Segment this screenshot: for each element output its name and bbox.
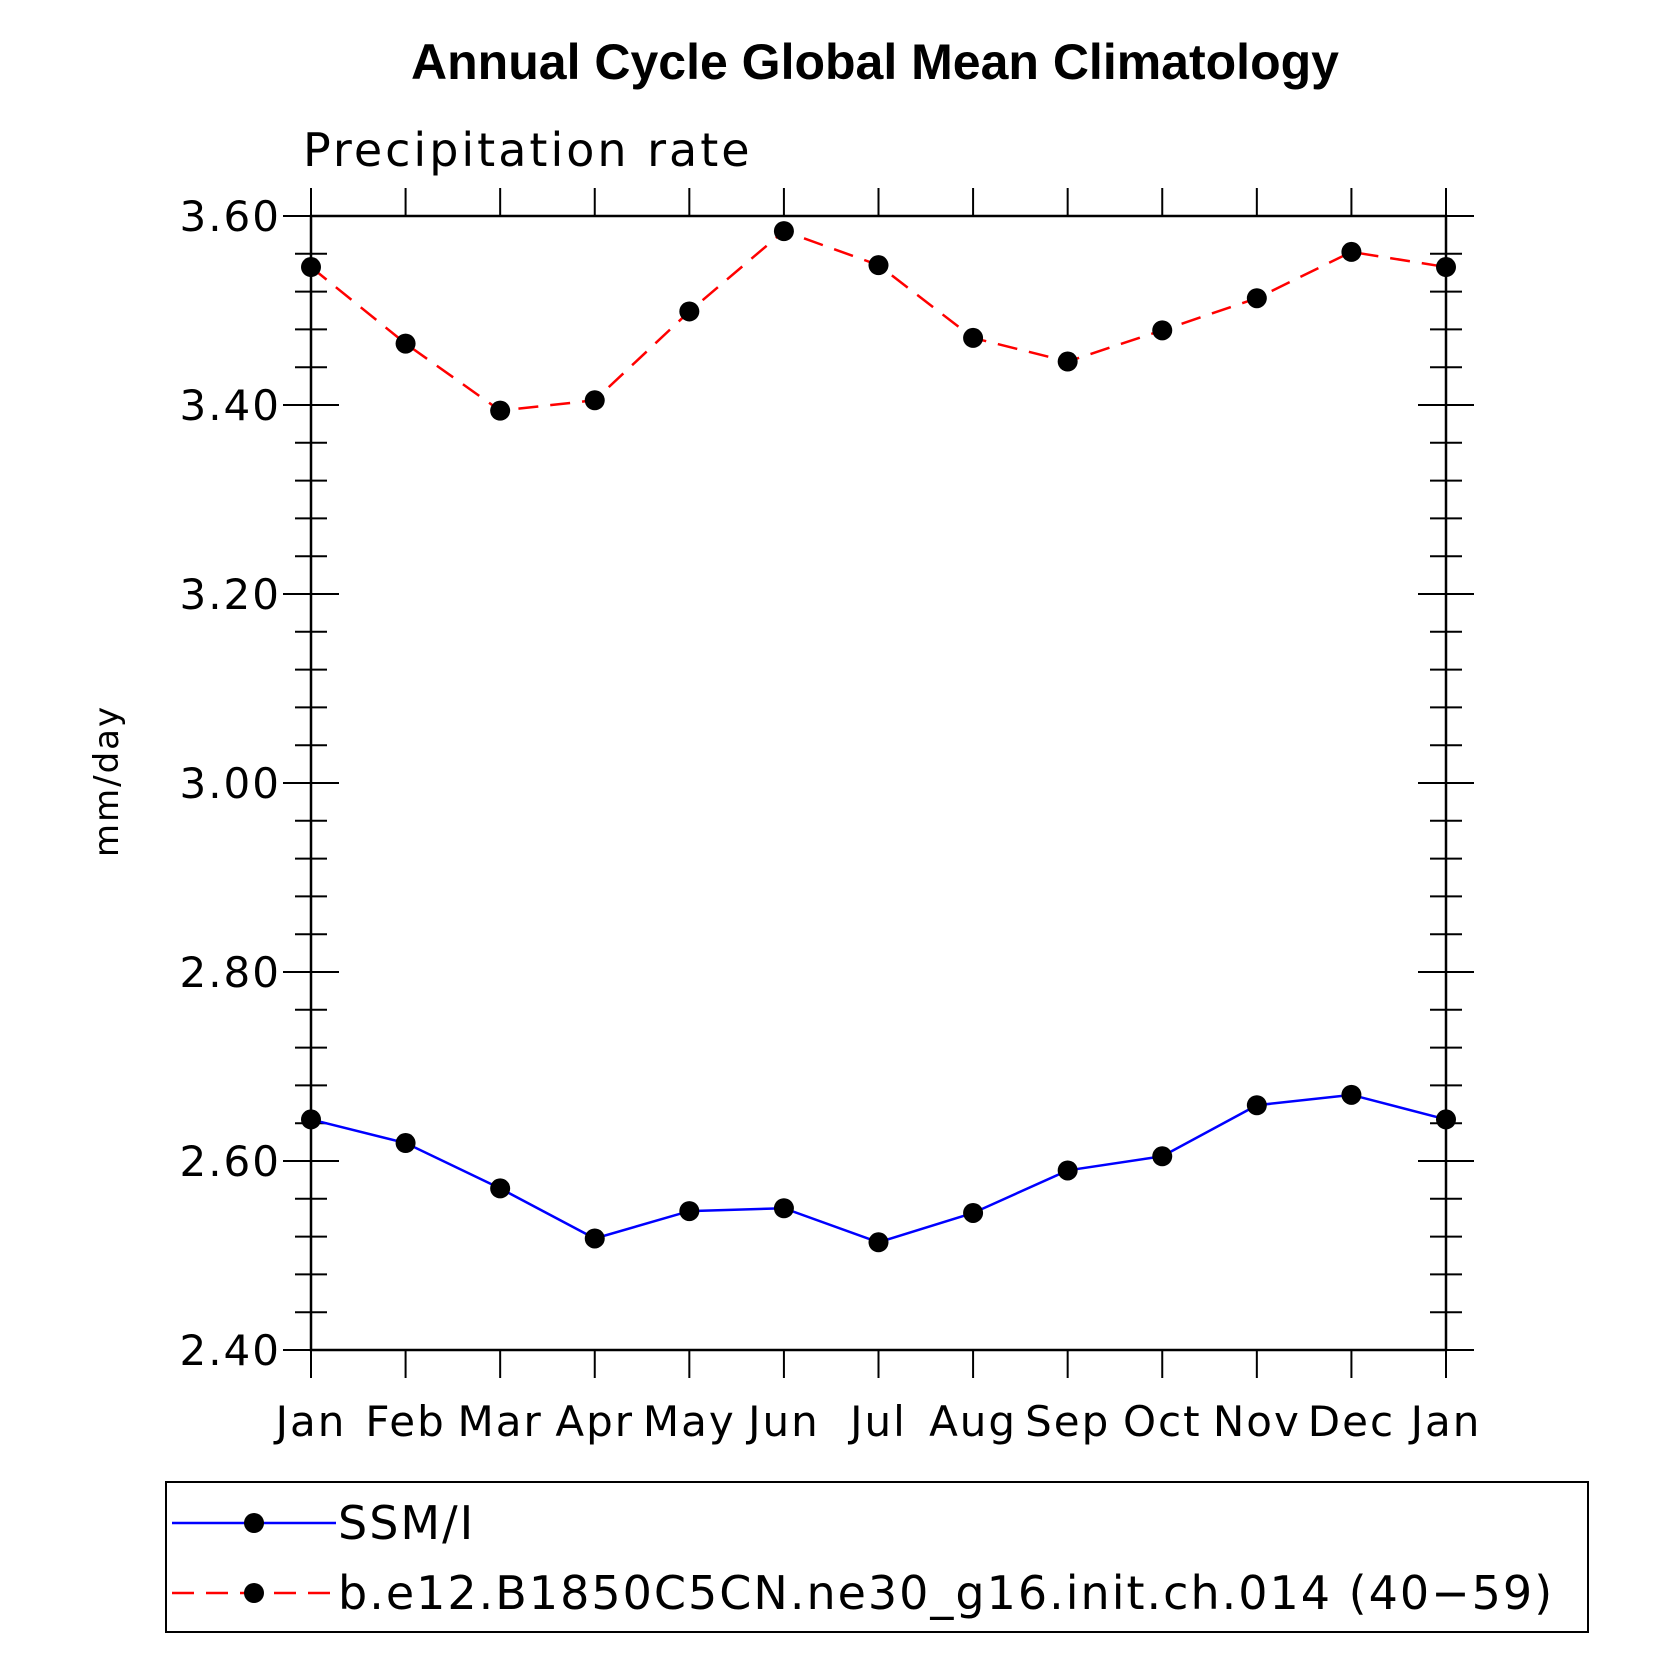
data-point [868,1232,889,1253]
data-point [584,1228,605,1249]
x-tick-label: Oct [1123,1397,1202,1446]
data-point [1246,1095,1267,1116]
data-point [679,1201,700,1222]
data-point [963,327,984,348]
data-point [490,1178,511,1199]
legend: SSM/I b.e12.B1850C5CN.ne30_g16.init.ch.01… [165,1481,1589,1633]
y-tick-label: 3.00 [179,759,281,808]
y-tick-label: 2.80 [179,948,281,997]
y-tick-label: 2.60 [179,1137,281,1186]
x-tick-label: Mar [458,1397,543,1446]
series-layer [301,221,1456,1253]
data-point [1436,257,1456,278]
x-tick-label: Jan [1408,1397,1482,1446]
legend-marker [244,1513,264,1533]
chart-subtitle: Precipitation rate [303,123,753,177]
data-point [1436,1109,1456,1130]
data-point [1152,1146,1173,1167]
x-tick-label: Sep [1025,1397,1110,1446]
legend-box [165,1481,1589,1633]
data-point [584,390,605,411]
y-tick-label: 3.60 [179,192,281,241]
x-tick-label: Dec [1308,1397,1395,1446]
data-point [1057,351,1078,372]
chart-title: Annual Cycle Global Mean Climatology [411,34,1339,90]
y-tick-label: 3.40 [179,381,281,430]
legend-label: SSM/I [338,1496,475,1550]
data-point [301,257,321,278]
legend-label: b.e12.B1850C5CN.ne30_g16.init.ch.014 (40… [338,1566,1554,1620]
x-tick-label: Jul [847,1397,907,1446]
data-point [490,400,511,421]
x-tick-label: Jan [273,1397,347,1446]
data-point [679,301,700,322]
series-line [310,1093,1447,1244]
x-tick-label: Jun [745,1397,820,1446]
data-point [1152,320,1173,341]
data-point [1341,1084,1362,1105]
x-tick-label: Apr [555,1397,634,1446]
data-point [963,1202,984,1223]
y-axis-ticks: 2.40 2.60 2.80 3.00 3.20 3.40 3.60 [179,192,1474,1375]
data-point [773,1198,794,1219]
y-tick-label: 2.40 [179,1326,281,1375]
x-tick-label: Nov [1213,1397,1301,1446]
y-axis-label: mm/day [87,705,127,857]
data-point [395,1133,416,1154]
x-tick-label: Aug [929,1397,1017,1446]
x-tick-label: Feb [365,1397,445,1446]
data-point [1341,241,1362,262]
data-point [301,1109,321,1130]
x-tick-label: May [643,1397,736,1446]
x-axis-ticks: Jan Feb Mar Apr May Jun Jul Aug Sep Oct Nov Dec Jan [273,188,1482,1446]
y-tick-label: 3.20 [179,570,281,619]
data-point [773,221,794,242]
data-point [395,333,416,354]
data-point [1246,288,1267,309]
legend-marker [244,1583,264,1603]
data-point [1057,1160,1078,1181]
data-point [868,255,889,276]
